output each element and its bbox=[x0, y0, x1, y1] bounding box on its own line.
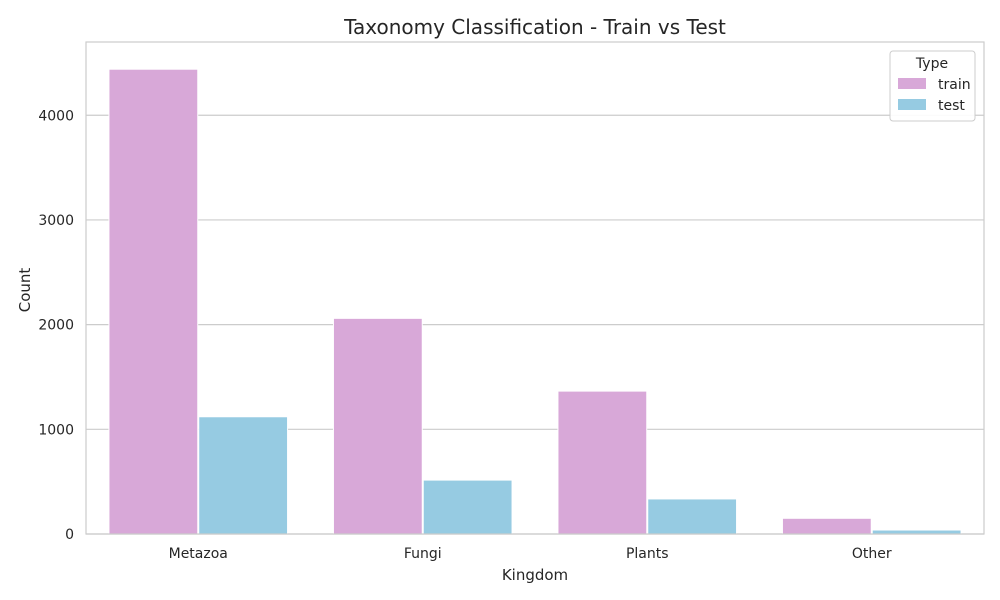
legend-label-train: train bbox=[938, 77, 971, 93]
x-tick-label: Other bbox=[852, 546, 892, 562]
bars bbox=[108, 68, 962, 535]
legend-label-test: test bbox=[938, 98, 965, 114]
x-axis-label: Kingdom bbox=[502, 566, 568, 584]
y-tick-label: 0 bbox=[65, 527, 74, 543]
y-axis-label: Count bbox=[16, 268, 34, 313]
bar-train-other bbox=[781, 517, 872, 535]
legend-title: Type bbox=[915, 56, 948, 72]
x-tick-label: Plants bbox=[626, 546, 669, 562]
y-tick-label: 3000 bbox=[38, 213, 74, 229]
plot-frame bbox=[85, 41, 985, 535]
bar-train-metazoa bbox=[108, 68, 199, 535]
legend-items: train test bbox=[898, 77, 971, 114]
x-tick-labels: Metazoa Fungi Plants Other bbox=[169, 546, 892, 562]
x-tick-label: Fungi bbox=[404, 546, 442, 562]
y-tick-label: 4000 bbox=[38, 108, 74, 124]
legend-swatch-test bbox=[898, 99, 926, 110]
bar-test-fungi bbox=[422, 479, 513, 535]
bar-test-metazoa bbox=[198, 416, 289, 535]
bar-train-plants bbox=[557, 390, 648, 535]
x-tick-label: Metazoa bbox=[169, 546, 228, 562]
legend: Type train test bbox=[889, 50, 976, 122]
y-tick-label: 1000 bbox=[38, 422, 74, 438]
legend-swatch-train bbox=[898, 78, 926, 89]
y-tick-labels: 0 1000 2000 3000 4000 bbox=[38, 108, 74, 543]
chart-title: Taxonomy Classification - Train vs Test bbox=[343, 15, 726, 39]
bar-test-plants bbox=[647, 498, 738, 535]
y-tick-label: 2000 bbox=[38, 318, 74, 334]
bar-train-fungi bbox=[332, 317, 423, 535]
